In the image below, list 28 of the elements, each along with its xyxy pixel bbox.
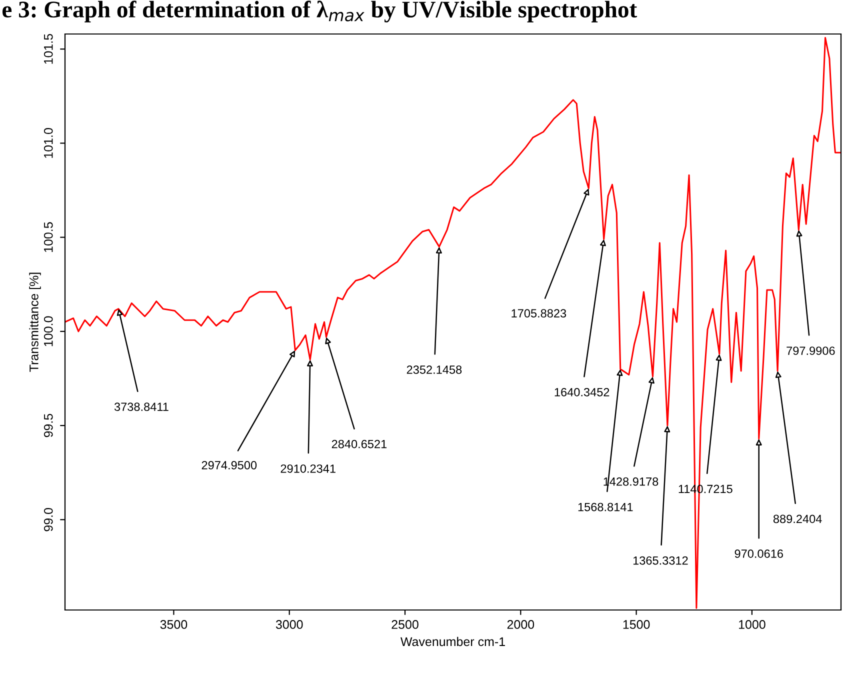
y-tick-label: 101.0 xyxy=(44,128,53,158)
annotation: 1705.8823 xyxy=(512,309,566,318)
annotation: 3738.8411 xyxy=(114,402,168,411)
y-tick-label: 99.0 xyxy=(44,508,53,532)
y-tick-label: 100.0 xyxy=(44,316,53,346)
x-tick-label: 1000 xyxy=(739,620,766,629)
x-tick-label: 3000 xyxy=(276,620,303,629)
line-series xyxy=(65,37,841,609)
x-axis-title: Wavenumber cm-1 xyxy=(400,636,505,646)
y-tick-label: 99.5 xyxy=(44,414,53,438)
x-tick-label: 2500 xyxy=(392,620,418,629)
annotation: 1568.8141 xyxy=(578,502,633,512)
y-tick-label: 101.5 xyxy=(44,34,53,64)
annotation: 2974.9500 xyxy=(202,461,257,470)
annotation: 2840.6521 xyxy=(332,440,387,448)
y-tick-label: 100.5 xyxy=(44,222,53,252)
annotation: 889.2404 xyxy=(773,514,822,524)
annotation: 797.9906 xyxy=(786,346,835,355)
x-tick-label: 1500 xyxy=(623,620,650,629)
chart-title: e 3: Graph of determination of λ$_{max}$ by UV/Visible spectrophot xyxy=(2,0,638,22)
annotation: 2352.1458 xyxy=(406,366,462,374)
y-axis-title: Transmittance [%] xyxy=(29,272,41,372)
annotation: 1640.3452 xyxy=(554,388,610,396)
x-tick-label: 3500 xyxy=(160,620,188,629)
annotation: 2910.2341 xyxy=(280,464,336,473)
x-tick-label: 2000 xyxy=(507,620,534,629)
annotation: 1365.3312 xyxy=(633,556,688,565)
annotation: 970.0616 xyxy=(734,550,783,558)
